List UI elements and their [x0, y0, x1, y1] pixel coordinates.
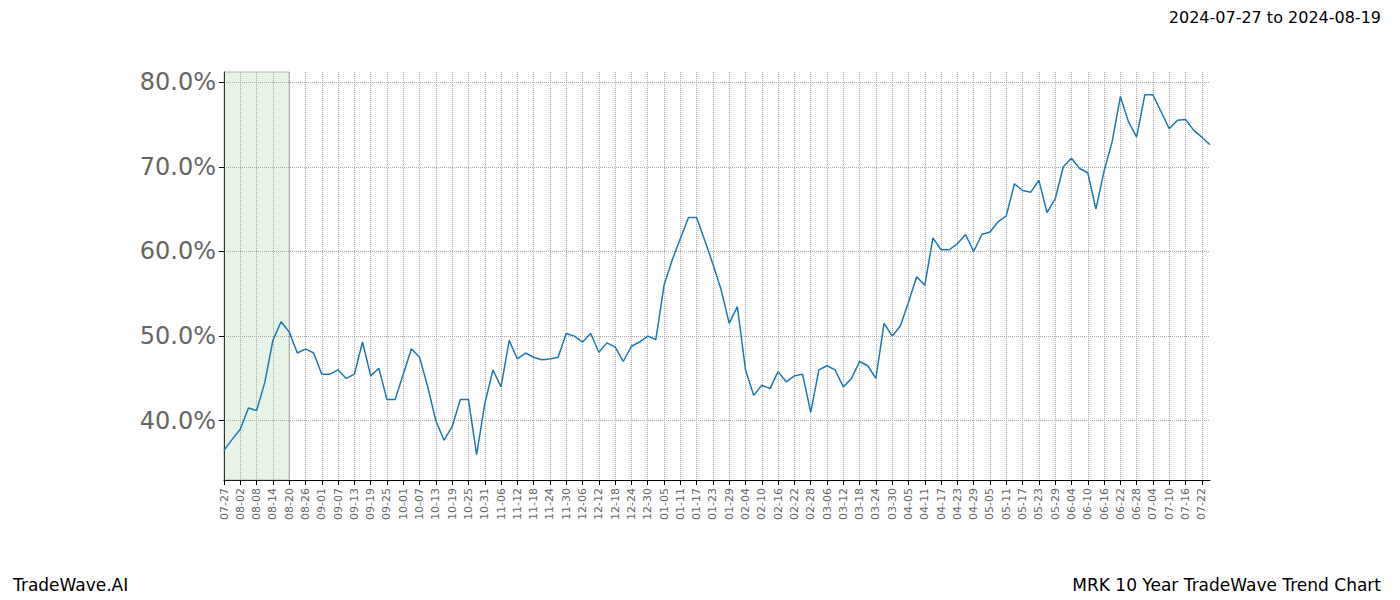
- svg-text:01-23: 01-23: [706, 488, 719, 520]
- svg-text:11-18: 11-18: [527, 488, 540, 520]
- svg-text:10-01: 10-01: [397, 488, 410, 520]
- svg-text:06-10: 06-10: [1081, 488, 1094, 520]
- svg-text:12-12: 12-12: [592, 488, 605, 520]
- svg-text:12-06: 12-06: [576, 488, 589, 520]
- svg-text:80.0%: 80.0%: [140, 68, 216, 96]
- svg-text:02-04: 02-04: [739, 488, 752, 520]
- svg-text:09-07: 09-07: [332, 488, 345, 520]
- svg-text:05-05: 05-05: [983, 488, 996, 520]
- svg-text:10-07: 10-07: [413, 488, 426, 520]
- svg-text:02-16: 02-16: [772, 488, 785, 520]
- svg-text:01-11: 01-11: [674, 488, 687, 520]
- svg-text:01-05: 01-05: [658, 488, 671, 520]
- svg-text:12-24: 12-24: [625, 488, 638, 520]
- svg-text:11-12: 11-12: [511, 488, 524, 520]
- svg-text:40.0%: 40.0%: [140, 407, 216, 435]
- svg-text:50.0%: 50.0%: [140, 322, 216, 350]
- svg-text:07-22: 07-22: [1195, 488, 1208, 520]
- svg-text:10-31: 10-31: [478, 488, 491, 520]
- svg-text:TradeWave.AI: TradeWave.AI: [12, 575, 128, 595]
- svg-text:07-27: 07-27: [218, 488, 231, 520]
- svg-text:02-22: 02-22: [788, 488, 801, 520]
- svg-text:09-25: 09-25: [380, 488, 393, 520]
- svg-text:09-01: 09-01: [315, 488, 328, 520]
- svg-text:04-23: 04-23: [951, 488, 964, 520]
- svg-text:09-13: 09-13: [348, 488, 361, 520]
- svg-text:08-26: 08-26: [299, 488, 312, 520]
- svg-text:01-17: 01-17: [690, 488, 703, 520]
- svg-text:02-28: 02-28: [804, 488, 817, 520]
- svg-text:06-16: 06-16: [1098, 488, 1111, 520]
- svg-text:06-04: 06-04: [1065, 488, 1078, 520]
- svg-text:11-30: 11-30: [560, 488, 573, 520]
- svg-text:07-04: 07-04: [1146, 488, 1159, 520]
- svg-text:11-06: 11-06: [495, 488, 508, 520]
- svg-text:02-10: 02-10: [755, 488, 768, 520]
- svg-text:04-11: 04-11: [918, 488, 931, 520]
- svg-text:09-19: 09-19: [364, 488, 377, 520]
- svg-text:03-24: 03-24: [869, 488, 882, 520]
- svg-text:03-18: 03-18: [853, 488, 866, 520]
- svg-text:10-19: 10-19: [446, 488, 459, 520]
- svg-text:04-17: 04-17: [935, 488, 948, 520]
- svg-text:08-14: 08-14: [266, 488, 279, 520]
- svg-text:05-23: 05-23: [1032, 488, 1045, 520]
- svg-text:12-30: 12-30: [641, 488, 654, 520]
- svg-text:10-13: 10-13: [429, 488, 442, 520]
- svg-text:03-12: 03-12: [837, 488, 850, 520]
- svg-text:07-16: 07-16: [1179, 488, 1192, 520]
- svg-text:05-29: 05-29: [1049, 488, 1062, 520]
- svg-text:06-28: 06-28: [1130, 488, 1143, 520]
- svg-text:06-22: 06-22: [1114, 488, 1127, 520]
- svg-text:08-20: 08-20: [283, 488, 296, 520]
- svg-text:07-10: 07-10: [1163, 488, 1176, 520]
- svg-text:60.0%: 60.0%: [140, 237, 216, 265]
- svg-text:04-05: 04-05: [902, 488, 915, 520]
- svg-text:2024-07-27 to 2024-08-19: 2024-07-27 to 2024-08-19: [1169, 8, 1381, 27]
- svg-text:05-17: 05-17: [1016, 488, 1029, 520]
- svg-text:03-30: 03-30: [886, 488, 899, 520]
- svg-text:12-18: 12-18: [609, 488, 622, 520]
- svg-text:08-08: 08-08: [250, 488, 263, 520]
- svg-text:04-29: 04-29: [967, 488, 980, 520]
- svg-text:11-24: 11-24: [543, 488, 556, 520]
- svg-text:01-29: 01-29: [723, 488, 736, 520]
- svg-text:03-06: 03-06: [821, 488, 834, 520]
- svg-text:70.0%: 70.0%: [140, 153, 216, 181]
- svg-text:08-02: 08-02: [234, 488, 247, 520]
- svg-text:05-11: 05-11: [1000, 488, 1013, 520]
- svg-text:MRK 10 Year TradeWave Trend Ch: MRK 10 Year TradeWave Trend Chart: [1072, 575, 1381, 595]
- svg-text:10-25: 10-25: [462, 488, 475, 520]
